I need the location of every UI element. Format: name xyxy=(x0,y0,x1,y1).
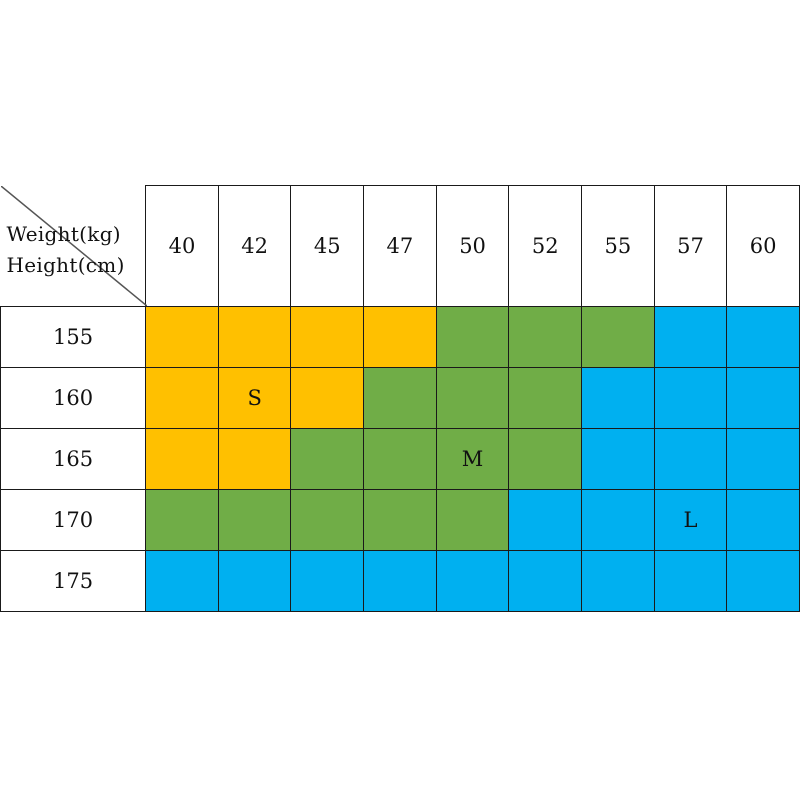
size-cell-m xyxy=(435,367,510,429)
size-cell-l xyxy=(726,550,800,612)
size-cell-m xyxy=(508,367,583,429)
height-label-170: 170 xyxy=(0,489,147,551)
weight-axis-label: Weight(kg) xyxy=(6,221,121,246)
size-cell-l xyxy=(145,550,219,612)
weight-header-52: 52 xyxy=(508,185,583,307)
header-row: Weight(kg) Height(cm) 40 42 45 47 50 52 55 57 60 xyxy=(0,185,800,307)
size-cell-l xyxy=(653,367,728,429)
height-label-165: 165 xyxy=(0,428,147,490)
weight-header-40: 40 xyxy=(145,185,219,307)
size-cell-l xyxy=(726,428,800,490)
size-cell-l xyxy=(581,367,655,429)
size-cell-m xyxy=(435,306,510,368)
size-cell-l xyxy=(290,550,365,612)
size-cell-l xyxy=(581,428,655,490)
size-cell-l xyxy=(363,550,437,612)
size-cell-s xyxy=(290,367,365,429)
size-chart-table: Weight(kg) Height(cm) 40 42 45 47 50 52 55 57 60… xyxy=(0,185,800,612)
table-row: 165 M xyxy=(0,428,800,490)
size-cell-m xyxy=(290,489,365,551)
size-cell-l xyxy=(726,306,800,368)
table-row: 155 xyxy=(0,306,800,368)
table-row: 160 S xyxy=(0,367,800,429)
size-cell-m xyxy=(217,489,292,551)
height-label-175: 175 xyxy=(0,550,147,612)
size-cell-l xyxy=(653,428,728,490)
size-cell-m xyxy=(581,306,655,368)
weight-header-42: 42 xyxy=(217,185,292,307)
weight-header-47: 47 xyxy=(363,185,437,307)
diagonal-divider xyxy=(0,185,147,306)
size-cell-l xyxy=(653,550,728,612)
size-cell-s xyxy=(217,428,292,490)
weight-header-50: 50 xyxy=(435,185,510,307)
size-cell-m xyxy=(363,489,437,551)
size-cell-s xyxy=(145,367,219,429)
corner-header-cell: Weight(kg) Height(cm) xyxy=(0,185,147,307)
size-cell-l xyxy=(726,367,800,429)
weight-header-55: 55 xyxy=(581,185,655,307)
table-row: 170 L xyxy=(0,489,800,551)
size-cell-l xyxy=(581,550,655,612)
size-cell-l: L xyxy=(653,489,728,551)
size-cell-m xyxy=(145,489,219,551)
height-label-160: 160 xyxy=(0,367,147,429)
size-cell-s xyxy=(145,428,219,490)
weight-header-60: 60 xyxy=(726,185,800,307)
height-axis-label: Height(cm) xyxy=(6,252,125,277)
size-cell-m xyxy=(363,428,437,490)
size-cell-l xyxy=(653,306,728,368)
size-cell-s: S xyxy=(217,367,292,429)
size-cell-m xyxy=(290,428,365,490)
size-cell-l xyxy=(435,550,510,612)
size-cell-l xyxy=(508,489,583,551)
weight-header-45: 45 xyxy=(290,185,365,307)
size-cell-m xyxy=(508,306,583,368)
size-cell-s xyxy=(145,306,219,368)
size-cell-s xyxy=(217,306,292,368)
size-cell-l xyxy=(581,489,655,551)
table-row: 175 xyxy=(0,550,800,612)
size-cell-m xyxy=(363,367,437,429)
size-cell-m: M xyxy=(435,428,510,490)
size-cell-m xyxy=(435,489,510,551)
weight-header-57: 57 xyxy=(653,185,728,307)
size-cell-l xyxy=(508,550,583,612)
height-label-155: 155 xyxy=(0,306,147,368)
size-cell-m xyxy=(508,428,583,490)
size-cell-s xyxy=(290,306,365,368)
size-cell-l xyxy=(217,550,292,612)
size-cell-s xyxy=(363,306,437,368)
size-cell-l xyxy=(726,489,800,551)
